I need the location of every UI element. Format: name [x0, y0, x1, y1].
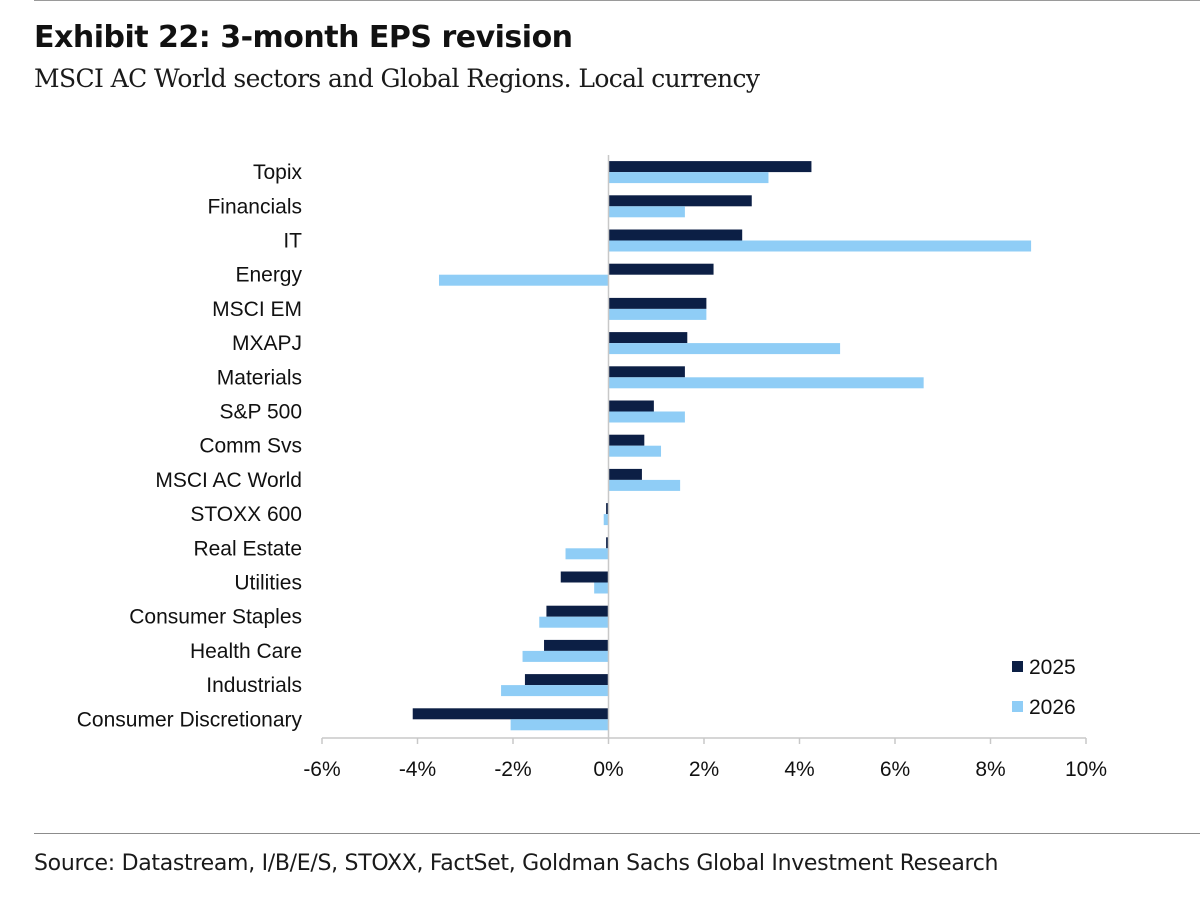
bar-2026-stoxx-600: [603, 514, 609, 526]
x-tick-label-2: -2%: [494, 758, 531, 781]
bar-2025-consumer-staples: [546, 605, 609, 617]
bar-chart: Topix Financials IT Energy MSCI EM MXAPJ Mater…: [77, 155, 1107, 781]
bar-2026-sandp-500: [608, 411, 685, 423]
bar-2026-msci-ac-world: [608, 479, 681, 491]
x-axis: -6% -4% -2% 0% 2% 4% 6% 8% 10%: [303, 737, 1107, 781]
legend-label-2025: 2025: [1029, 656, 1076, 679]
bar-2025-real-estate: [606, 537, 609, 549]
bar-2025-utilities: [560, 571, 609, 583]
bar-2025-industrials: [524, 674, 609, 686]
top-rule: [34, 0, 1200, 1]
bar-2025-stoxx-600: [606, 503, 609, 515]
chart-title: Exhibit 22: 3-month EPS revision: [34, 20, 573, 55]
category-label-sandp-500: S&P 500: [219, 401, 302, 424]
bar-2026-health-care: [522, 650, 609, 662]
series-2026-bars: [438, 172, 1032, 731]
bar-2025-health-care: [544, 639, 609, 651]
bar-2025-energy: [608, 263, 714, 275]
category-label-health-care: Health Care: [190, 640, 302, 663]
bar-2025-sandp-500: [608, 400, 654, 412]
category-label-msci-ac-world: MSCI AC World: [155, 469, 302, 492]
bar-2025-comm-svs: [608, 434, 645, 446]
footer-rule: [34, 833, 1200, 834]
bar-2025-mxapj: [608, 332, 688, 344]
source-note: Source: Datastream, I/B/E/S, STOXX, Fact…: [34, 851, 999, 876]
bar-2025-materials: [608, 366, 685, 378]
category-label-materials: Materials: [217, 366, 302, 389]
category-label-financials: Financials: [207, 195, 302, 218]
category-label-consumer-discretionary: Consumer Discretionary: [77, 708, 303, 731]
category-label-stoxx-600: STOXX 600: [190, 503, 302, 526]
category-labels: Topix Financials IT Energy MSCI EM MXAPJ Mater…: [77, 161, 303, 731]
bar-2025-it: [608, 229, 743, 241]
x-tick-label-2: 2%: [689, 758, 719, 781]
category-label-energy: Energy: [235, 264, 302, 287]
x-tick-label-6: 6%: [880, 758, 910, 781]
bar-2025-topix: [608, 161, 812, 173]
bar-2026-msci-em: [608, 308, 707, 320]
legend-swatch-2025: [1012, 661, 1023, 672]
category-label-it: IT: [283, 230, 302, 253]
category-label-topix: Topix: [253, 161, 303, 184]
category-label-mxapj: MXAPJ: [232, 332, 302, 355]
x-tick-label-4: 4%: [784, 758, 814, 781]
x-tick-label-10: 10%: [1065, 758, 1107, 781]
bar-2026-consumer-discretionary: [510, 719, 609, 731]
bar-2026-comm-svs: [608, 445, 662, 457]
category-label-comm-svs: Comm Svs: [199, 435, 302, 458]
category-label-utilities: Utilities: [234, 572, 302, 595]
bar-2025-financials: [608, 195, 752, 207]
category-label-msci-em: MSCI EM: [212, 298, 302, 321]
x-tick-label-6: -6%: [303, 758, 340, 781]
chart-subtitle: MSCI AC World sectors and Global Regions…: [34, 64, 760, 93]
bar-2026-energy: [438, 274, 609, 286]
legend-swatch-2026: [1012, 701, 1023, 712]
category-label-real-estate: Real Estate: [193, 537, 302, 560]
bar-2026-materials: [608, 377, 924, 389]
bar-2026-industrials: [501, 685, 609, 697]
x-tick-label-0: 0%: [593, 758, 623, 781]
bar-2026-consumer-staples: [539, 616, 609, 628]
bar-2025-consumer-discretionary: [412, 708, 609, 720]
bar-2026-it: [608, 240, 1032, 252]
legend: 2025 2026: [1012, 656, 1076, 719]
category-label-industrials: Industrials: [206, 674, 302, 697]
category-label-consumer-staples: Consumer Staples: [129, 606, 302, 629]
legend-label-2026: 2026: [1029, 696, 1076, 719]
bar-2026-real-estate: [565, 548, 609, 560]
bar-2026-financials: [608, 206, 685, 218]
x-tick-label-4: -4%: [399, 758, 436, 781]
bar-2026-mxapj: [608, 343, 841, 355]
x-tick-label-8: 8%: [975, 758, 1005, 781]
series-2025-bars: [412, 161, 812, 720]
bar-2026-utilities: [594, 582, 609, 594]
bar-2025-msci-ac-world: [608, 468, 642, 480]
bar-2025-msci-em: [608, 297, 707, 309]
bar-2026-topix: [608, 172, 769, 184]
